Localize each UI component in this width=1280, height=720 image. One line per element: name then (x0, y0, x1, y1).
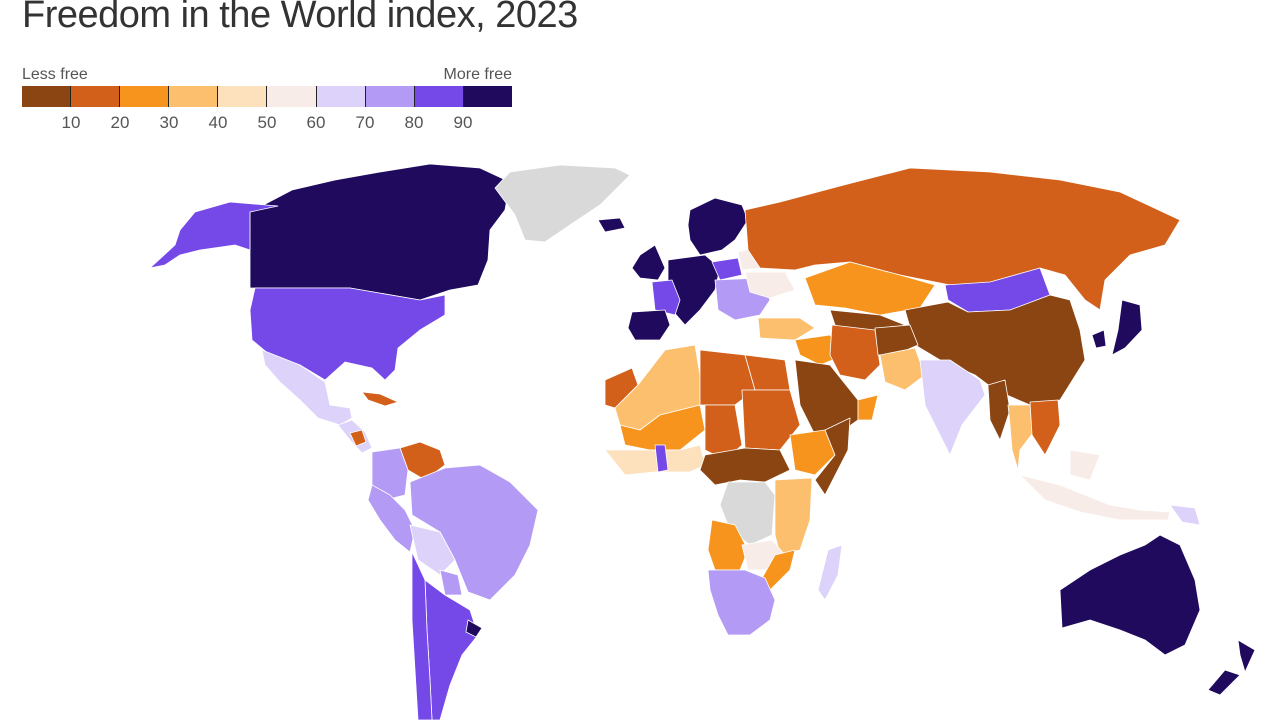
region-central-africa (699, 447, 791, 486)
region-poland (711, 257, 743, 281)
region-canada (249, 163, 511, 301)
legend-swatch-4 (218, 86, 268, 107)
region-bolivia (409, 524, 456, 576)
region-france (651, 279, 681, 316)
region-somalia (814, 417, 851, 496)
legend-color-scale (22, 86, 512, 107)
region-indonesia (1019, 449, 1171, 521)
legend-swatch-3 (169, 86, 219, 107)
legend-swatch-6 (316, 86, 366, 107)
region-alaska (149, 201, 279, 269)
region-new-zealand (1207, 639, 1256, 696)
region-greenland (494, 164, 631, 243)
region-chile (411, 551, 433, 720)
region-iberia (627, 309, 671, 341)
legend-tick-50: 50 (257, 113, 277, 132)
color-legend: Less free More free 10 20 30 40 50 60 70 80 90 (22, 66, 512, 137)
region-mozambique (761, 549, 796, 591)
legend-swatch-2 (120, 86, 170, 107)
legend-swatch-1 (71, 86, 121, 107)
legend-tick-80: 80 (404, 113, 424, 132)
legend-swatch-8 (414, 86, 464, 107)
legend-tick-90: 90 (453, 113, 473, 132)
legend-tick-30: 30 (159, 113, 179, 132)
legend-tick-40: 40 (208, 113, 228, 132)
region-united-states (249, 287, 446, 381)
page-title: Freedom in the World index, 2023 (22, 0, 578, 36)
region-cuba (361, 391, 399, 407)
legend-end-labels: Less free More free (22, 66, 512, 86)
region-vietnam-laos (1029, 399, 1061, 456)
region-uruguay (465, 619, 483, 638)
region-southern-africa (707, 569, 776, 636)
region-iran (829, 324, 881, 381)
region-korea-japan (1091, 299, 1143, 356)
region-peru (367, 484, 416, 553)
legend-tick-20: 20 (110, 113, 130, 132)
region-ethiopia (789, 429, 836, 476)
region-iceland (597, 217, 626, 233)
world-map-svg (149, 163, 1256, 720)
legend-swatch-7 (365, 86, 415, 107)
legend-swatch-0 (22, 86, 72, 107)
legend-swatch-5 (267, 86, 317, 107)
legend-swatch-9 (463, 86, 512, 107)
region-india (919, 359, 986, 456)
region-paraguay (439, 569, 463, 596)
region-argentina (424, 579, 479, 720)
region-ghana (654, 444, 669, 473)
legend-tick-10: 10 (61, 113, 81, 132)
region-mexico (261, 349, 353, 426)
region-pakistan (879, 347, 926, 391)
world-map (0, 150, 1280, 720)
legend-tick-60: 60 (306, 113, 326, 132)
region-oman (857, 394, 879, 421)
region-scandinavia (687, 197, 749, 256)
region-madagascar (817, 544, 843, 601)
region-russia (744, 167, 1181, 311)
region-uk-ireland (631, 244, 666, 281)
region-nicaragua (349, 429, 367, 447)
region-east-africa (774, 477, 813, 556)
region-myanmar (987, 379, 1011, 441)
region-ukraine (744, 271, 796, 299)
region-papua (1169, 504, 1201, 526)
legend-low-label: Less free (22, 66, 88, 83)
legend-high-label: More free (443, 66, 512, 83)
legend-tick-70: 70 (355, 113, 375, 132)
region-turkey (757, 317, 816, 341)
legend-tick-labels: 10 20 30 40 50 60 70 80 90 (22, 109, 512, 137)
region-australia (1059, 534, 1201, 656)
